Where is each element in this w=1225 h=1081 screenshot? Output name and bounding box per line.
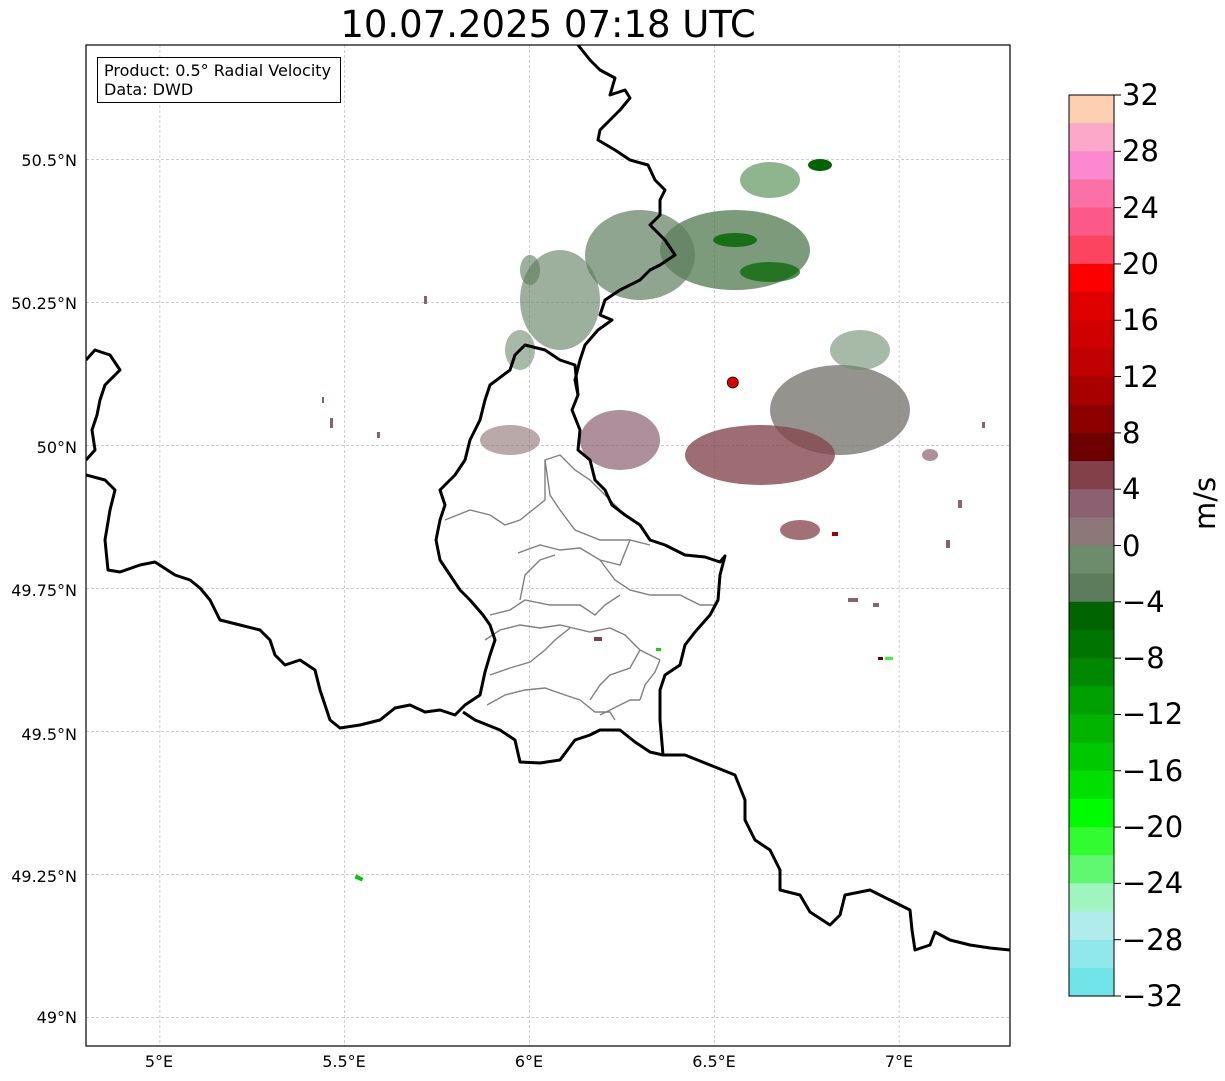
colorbar-segment-12 bbox=[1069, 432, 1114, 462]
colorbar-segment-16 bbox=[1069, 545, 1114, 575]
country-borders bbox=[86, 45, 1010, 952]
colorbar-segment-23 bbox=[1069, 742, 1114, 772]
colorbar-tick-label-8: 0 bbox=[1122, 528, 1141, 563]
colorbar-segment-5 bbox=[1069, 235, 1114, 265]
colorbar-segment-1 bbox=[1069, 123, 1114, 152]
colorbar-segment-24 bbox=[1069, 770, 1114, 800]
colorbar-tick-label-7: 4 bbox=[1122, 472, 1141, 507]
colorbar-unit-label: m/s bbox=[1188, 476, 1222, 530]
lon-label-6: 6°E bbox=[514, 1052, 544, 1071]
colorbar-segment-31 bbox=[1069, 967, 1114, 997]
colorbar-segment-21 bbox=[1069, 686, 1114, 716]
colorbar-segment-19 bbox=[1069, 629, 1114, 659]
lon-label-5: 5°E bbox=[144, 1052, 174, 1071]
colorbar-tick-label-0: 32 bbox=[1122, 78, 1159, 112]
lat-label-50-25: 50.25°N bbox=[11, 294, 77, 313]
colorbar-segment-11 bbox=[1069, 404, 1114, 434]
map-frame bbox=[85, 44, 1011, 1047]
colorbar-ticks bbox=[1114, 94, 1121, 997]
colorbar-segment-26 bbox=[1069, 827, 1114, 856]
lat-label-50: 50°N bbox=[36, 438, 77, 457]
colorbar-segment-7 bbox=[1069, 292, 1114, 321]
colorbar-tick-label-11: −12 bbox=[1122, 697, 1184, 732]
colorbar-segment-0 bbox=[1069, 95, 1114, 124]
colorbar-tick-label-3: 20 bbox=[1122, 246, 1159, 281]
lon-label-6-5: 6.5°E bbox=[692, 1052, 736, 1071]
colorbar-segment-17 bbox=[1069, 573, 1114, 603]
colorbar-tick-label-1: 28 bbox=[1122, 134, 1159, 169]
colorbar-segment-29 bbox=[1069, 911, 1114, 941]
colorbar-segment-22 bbox=[1069, 714, 1114, 744]
colorbar-segment-15 bbox=[1069, 517, 1114, 547]
colorbar-segment-13 bbox=[1069, 461, 1114, 490]
colorbar-segment-27 bbox=[1069, 855, 1114, 884]
colorbar-segment-10 bbox=[1069, 376, 1114, 406]
colorbar-segment-8 bbox=[1069, 320, 1114, 350]
colorbar-segment-9 bbox=[1069, 348, 1114, 378]
lat-label-49-75: 49.75°N bbox=[11, 581, 77, 600]
lat-label-50-5: 50.5°N bbox=[21, 151, 77, 170]
colorbar-segment-2 bbox=[1069, 151, 1114, 181]
colorbar-tick-label-2: 24 bbox=[1122, 190, 1159, 225]
colorbar bbox=[1069, 95, 1114, 997]
info-box: Product: 0.5° Radial Velocity Data: DWD bbox=[97, 57, 341, 103]
colorbar-segment-3 bbox=[1069, 179, 1114, 209]
colorbar-segment-20 bbox=[1069, 658, 1114, 687]
colorbar-tick-label-6: 8 bbox=[1122, 415, 1141, 450]
info-data-source: Data: DWD bbox=[104, 80, 194, 99]
gridlines bbox=[86, 45, 1010, 1046]
district-boundaries bbox=[444, 454, 715, 721]
colorbar-tick-label-12: −16 bbox=[1122, 753, 1184, 788]
info-product: Product: 0.5° Radial Velocity bbox=[104, 61, 332, 80]
colorbar-tick-label-15: −28 bbox=[1122, 922, 1184, 957]
colorbar-segment-18 bbox=[1069, 601, 1114, 631]
lat-label-49-25: 49.25°N bbox=[11, 867, 77, 886]
colorbar-tick-label-16: −32 bbox=[1122, 979, 1184, 1013]
colorbar-tick-label-9: −4 bbox=[1122, 584, 1165, 619]
radar-echoes bbox=[322, 159, 985, 882]
colorbar-segment-4 bbox=[1069, 207, 1114, 237]
colorbar-segment-14 bbox=[1069, 489, 1114, 518]
lon-label-7: 7°E bbox=[884, 1052, 914, 1071]
lat-label-49-5: 49.5°N bbox=[21, 725, 77, 744]
lon-label-5-5: 5.5°E bbox=[322, 1052, 366, 1071]
colorbar-segment-28 bbox=[1069, 883, 1114, 913]
colorbar-segment-30 bbox=[1069, 939, 1114, 969]
lat-label-49: 49°N bbox=[36, 1008, 77, 1027]
colorbar-tick-label-13: −20 bbox=[1122, 810, 1184, 845]
colorbar-tick-label-5: 12 bbox=[1122, 359, 1159, 394]
colorbar-tick-label-10: −8 bbox=[1122, 641, 1165, 676]
map-title: 10.07.2025 07:18 UTC bbox=[340, 3, 756, 46]
colorbar-segment-6 bbox=[1069, 263, 1114, 293]
colorbar-tick-label-14: −24 bbox=[1122, 866, 1184, 901]
colorbar-segment-25 bbox=[1069, 798, 1114, 828]
colorbar-tick-label-4: 16 bbox=[1122, 303, 1159, 338]
radar-site-marker bbox=[726, 376, 739, 389]
